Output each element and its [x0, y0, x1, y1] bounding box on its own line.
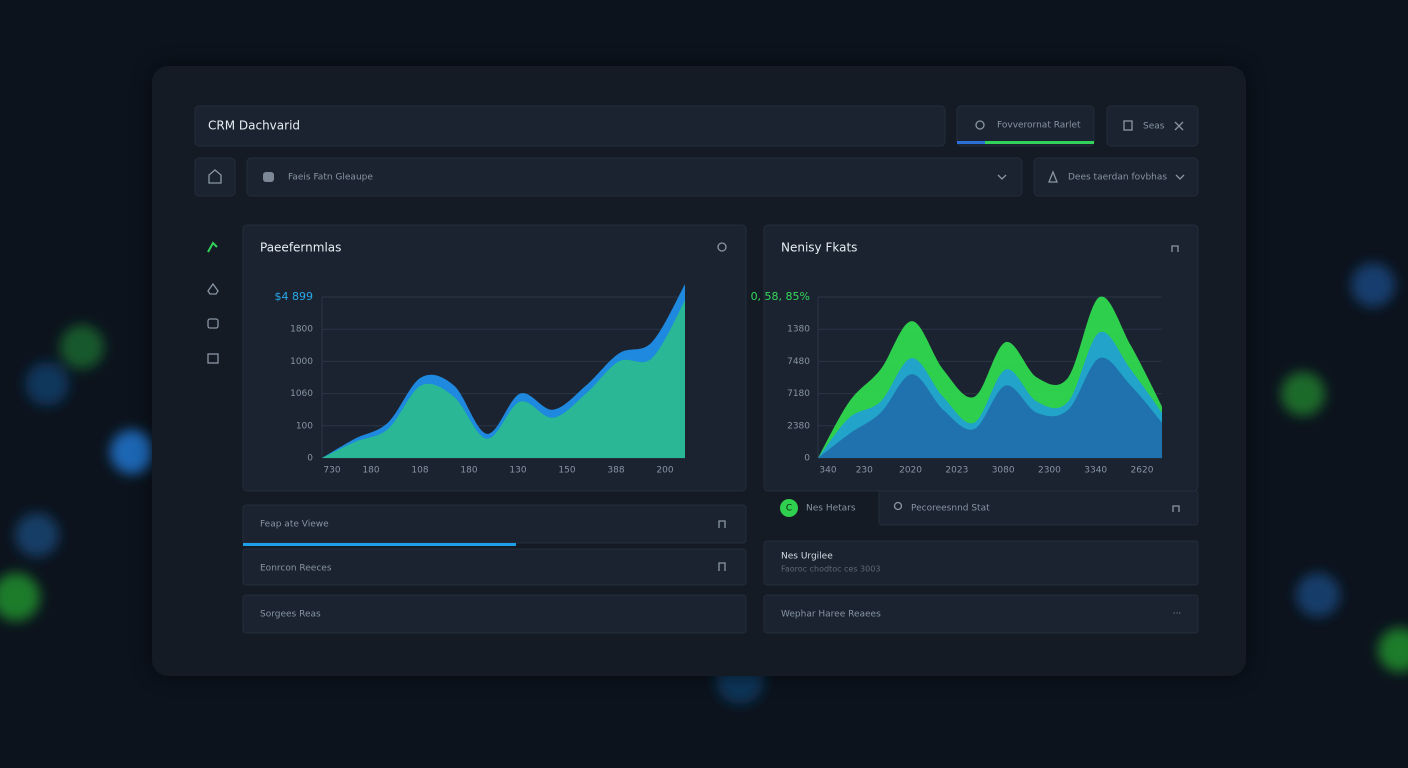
y-tick-label: 1000 [290, 357, 313, 367]
y-tick-label: 1800 [290, 325, 313, 335]
bokeh [0, 263, 1408, 704]
x-tick-label: 2020 [899, 466, 922, 476]
x-tick-label: 388 [607, 466, 624, 476]
item-sub: Faoroc chodtoc ces 3003 [781, 565, 880, 574]
y-tick-label: 1060 [290, 389, 313, 399]
y-tick-label: 2380 [787, 421, 810, 431]
chart-title: Paeefernmlas [260, 241, 341, 255]
x-tick-label: 3340 [1084, 466, 1107, 476]
search-row-text: Pecoreesnnd Stat [911, 504, 990, 514]
row-text: Feap ate Viewe [260, 520, 329, 530]
progress-bar [243, 543, 516, 546]
x-tick-label: 2023 [945, 466, 968, 476]
x-tick-label: 730 [323, 466, 340, 476]
sidebar [207, 241, 219, 364]
search-row[interactable] [878, 490, 1199, 526]
x-tick-label: 108 [411, 466, 428, 476]
app-title: CRM Dachvarid [208, 119, 300, 133]
area [322, 300, 685, 458]
y-tick-label: $4 899 [275, 290, 314, 303]
list-row[interactable] [242, 594, 747, 634]
filter-text: Faeis Fatn Gleaupe [288, 173, 373, 183]
x-tick-label: 3080 [992, 466, 1015, 476]
x-tick-label: 130 [509, 466, 526, 476]
y-tick-label: 0 [804, 454, 810, 464]
item-title: Nes Urgilee [781, 552, 833, 562]
x-tick-label: 2620 [1131, 466, 1154, 476]
button-text: Seas [1143, 122, 1165, 132]
x-tick-label: 150 [558, 466, 575, 476]
select-dropdown[interactable] [1033, 157, 1199, 197]
filter-dropdown[interactable] [246, 157, 1023, 197]
y-tick-label: 1380 [787, 325, 810, 335]
chart-title: Nenisy Fkats [781, 241, 857, 255]
search-box[interactable] [956, 105, 1095, 147]
more[interactable]: ... [1173, 607, 1182, 617]
x-tick-label: 340 [819, 466, 836, 476]
y-tick-label: 100 [296, 421, 313, 431]
badge-text: C [786, 504, 792, 514]
badge-label: Nes Hetars [806, 504, 856, 514]
x-tick-label: 180 [362, 466, 379, 476]
x-tick-label: 200 [656, 466, 673, 476]
y-tick-label: 7180 [787, 389, 810, 399]
home-button[interactable] [194, 157, 236, 197]
list-row[interactable] [242, 548, 747, 586]
x-tick-label: 230 [856, 466, 873, 476]
row-text: Wephar Haree Reaees [781, 610, 881, 620]
select-text: Dees taerdan fovbhas [1068, 173, 1167, 183]
x-tick-label: 2300 [1038, 466, 1061, 476]
y-tick-label: 0, 58, 85% [751, 290, 810, 303]
title-bar [194, 105, 946, 147]
y-tick-label: 0 [307, 454, 313, 464]
area [818, 357, 1162, 458]
row-text: Eonrcon Reeces [260, 564, 332, 574]
x-tick-label: 180 [460, 466, 477, 476]
list-row[interactable] [763, 540, 1199, 586]
list-row[interactable] [763, 594, 1199, 634]
button[interactable] [1106, 105, 1199, 147]
y-tick-label: 7480 [787, 357, 810, 367]
row-text: Sorgees Reas [260, 610, 321, 620]
badge [780, 499, 798, 517]
search-text: Fovverornat Rarlet [997, 121, 1081, 131]
